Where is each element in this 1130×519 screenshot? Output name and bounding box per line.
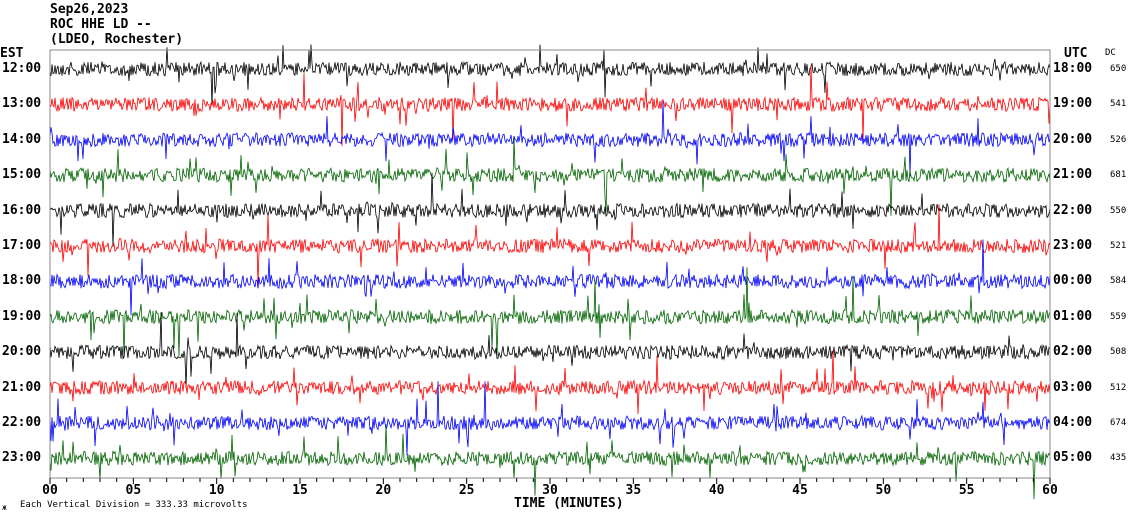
utc-label: 22:00 [1053,202,1093,218]
utc-label: 04:00 [1053,415,1093,430]
dc-value: 512 [1110,382,1127,393]
est-label: 23:00 [2,450,42,466]
date-label: Sep26,2023 [50,2,129,17]
trace-row-2300 [49,424,1051,500]
trace-row-1300 [49,65,1051,147]
dc-value: 508 [1110,347,1127,358]
trace-row-1200 [49,44,1051,107]
x-tick-label: 60 [1042,483,1058,498]
utc-label: 20:00 [1053,131,1093,147]
est-label: 19:00 [2,308,42,324]
est-label: 17:00 [2,238,42,253]
dc-value: 584 [1110,276,1127,287]
dc-value: 435 [1110,453,1127,464]
dc-value: 521 [1110,241,1127,251]
x-tick-label: 35 [626,483,642,498]
est-label: 22:00 [2,415,42,430]
est-title: EST [0,46,24,61]
x-tick-label: 05 [126,483,142,498]
trace-row-2200 [49,381,1051,456]
x-tick-label: 10 [209,483,225,498]
station-label: ROC HHE LD -- [50,17,152,32]
trace-row-1800 [49,239,1051,316]
est-label: 12:00 [2,61,42,76]
plot-frame [49,49,1051,479]
utc-label: 00:00 [1053,273,1093,289]
dc-value: 681 [1110,170,1127,181]
dc-value: 541 [1110,99,1127,110]
est-label: 13:00 [2,96,42,112]
dc-value: 526 [1110,134,1127,145]
location-label: (LDEO, Rochester) [50,32,184,47]
trace-row-2100 [49,350,1051,415]
utc-label: 02:00 [1053,344,1093,360]
utc-label: 21:00 [1053,167,1093,183]
est-label: 21:00 [2,379,42,395]
trace-row-1600 [49,172,1051,247]
dc-value: 650 [1110,64,1127,74]
x-tick-label: 30 [542,483,558,498]
utc-label: 03:00 [1053,379,1093,395]
trace-row-1500 [49,137,1051,216]
x-tick-label: 15 [292,483,308,498]
x-tick-label: 20 [376,483,392,498]
utc-label: 01:00 [1053,308,1093,324]
x-tick-label: 55 [959,483,975,498]
logo-icon: ж [2,503,7,512]
x-tick-label: 40 [709,483,725,498]
dc-value: 550 [1110,205,1127,216]
trace-row-1700 [49,204,1051,286]
x-tick-label: 50 [876,483,892,498]
trace-row-1900 [49,267,1051,358]
dc-value: 559 [1110,311,1127,322]
dc-title: DC [1105,48,1116,58]
est-label: 18:00 [2,273,42,289]
x-tick-label: 25 [459,483,475,498]
est-label: 14:00 [2,131,42,147]
x-axis-label: TIME (MINUTES) [514,496,624,511]
utc-label: 18:00 [1053,61,1093,76]
est-label: 20:00 [2,344,42,360]
trace-row-2000 [49,312,1051,388]
est-label: 16:00 [2,202,42,218]
scale-note: Each Vertical Division = 333.33 microvol… [20,500,248,510]
x-tick-label: 00 [42,483,58,498]
x-tick-label: 45 [792,483,808,498]
utc-label: 19:00 [1053,96,1093,112]
est-label: 15:00 [2,167,42,183]
utc-title: UTC [1064,46,1088,61]
utc-label: 23:00 [1053,238,1093,253]
trace-row-1400 [49,101,1051,177]
dc-value: 674 [1110,418,1127,428]
utc-label: 05:00 [1053,450,1093,466]
